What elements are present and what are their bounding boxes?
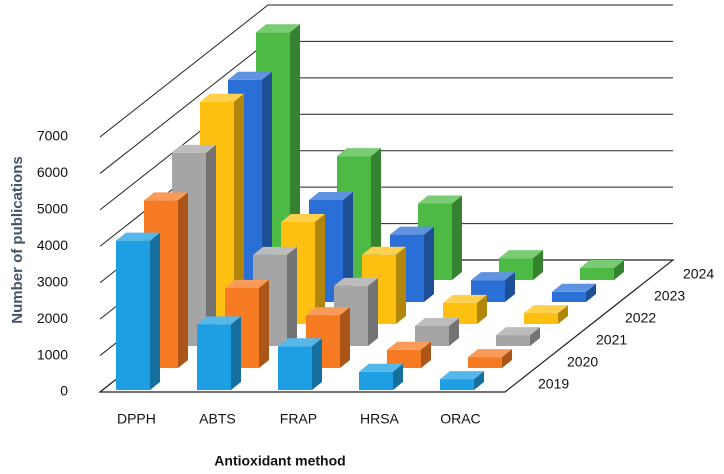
bar-side — [474, 371, 484, 390]
bar-side — [449, 317, 459, 346]
x-tick-label: HRSA — [360, 411, 400, 427]
bar-top — [225, 279, 269, 288]
bar-side — [259, 279, 269, 368]
x-tick-label: ORAC — [440, 411, 480, 427]
bar — [387, 349, 421, 368]
bar — [278, 346, 312, 390]
x-tick-label: FRAP — [280, 411, 317, 427]
depth-label: 2021 — [596, 332, 627, 348]
bar-top — [443, 294, 487, 303]
bar-side — [343, 192, 353, 302]
bar-side — [505, 272, 515, 302]
bar-top — [415, 317, 459, 326]
bar-top — [200, 93, 244, 102]
bar-side — [312, 338, 322, 390]
bar-top — [387, 341, 431, 350]
bar-top — [499, 250, 543, 259]
bar-side — [452, 195, 462, 280]
bar-side — [586, 283, 596, 302]
bar-side — [396, 246, 406, 324]
bar — [197, 324, 231, 390]
bar — [415, 325, 449, 346]
bar-top — [337, 148, 381, 157]
bar-top — [418, 195, 462, 204]
depth-label: 2024 — [683, 266, 714, 282]
bar-top — [253, 246, 297, 255]
y-tick-label: 1000 — [37, 346, 68, 362]
depth-label: 2020 — [567, 354, 598, 370]
grid-line — [99, 4, 673, 138]
bar-top — [334, 277, 378, 286]
bar — [496, 335, 530, 346]
y-tick-label: 7000 — [37, 128, 68, 144]
bar — [116, 240, 150, 390]
bar-side — [424, 226, 434, 302]
bar-side — [393, 363, 403, 390]
bar — [359, 371, 393, 390]
bar — [524, 313, 558, 324]
bar — [580, 267, 614, 280]
bar-top — [580, 259, 624, 268]
bar — [440, 379, 474, 390]
bar — [552, 291, 586, 302]
bar-side — [477, 294, 487, 324]
bar-side — [533, 250, 543, 280]
bar-side — [530, 327, 540, 346]
bar-side — [315, 214, 325, 324]
bar-side — [340, 307, 350, 368]
depth-label: 2022 — [625, 310, 656, 326]
bar-side — [150, 232, 160, 390]
bar-side — [178, 192, 188, 368]
y-tick-label: 3000 — [37, 273, 68, 289]
bar-top — [524, 305, 568, 314]
bar-top — [228, 71, 272, 80]
bar-top — [116, 232, 160, 241]
x-tick-label: DPPH — [117, 411, 156, 427]
bar-side — [614, 259, 624, 280]
bar-top — [144, 192, 188, 201]
bar-top — [197, 316, 241, 325]
bar-top — [496, 327, 540, 336]
bar-top — [281, 214, 325, 222]
depth-label: 2019 — [538, 376, 569, 392]
bar-top — [362, 246, 406, 255]
bar-side — [558, 305, 568, 324]
bar-side — [234, 93, 244, 325]
bar-top — [256, 24, 300, 33]
depth-label: 2023 — [654, 288, 685, 304]
bar-side — [502, 349, 512, 368]
bar-side — [231, 316, 241, 390]
bar-top — [468, 349, 512, 358]
bar-top — [359, 363, 403, 372]
y-tick-label: 2000 — [37, 310, 68, 326]
y-tick-label: 0 — [60, 383, 68, 399]
bar-side — [206, 144, 216, 346]
bar-top — [552, 283, 596, 292]
bar — [468, 357, 502, 368]
bar-top — [278, 338, 322, 347]
bar-top — [440, 371, 484, 380]
bar-top — [306, 307, 350, 316]
x-axis-title: Antioxidant method — [214, 453, 345, 469]
y-tick-label: 5000 — [37, 201, 68, 217]
x-tick-label: ABTS — [199, 411, 236, 427]
bar-top — [309, 192, 353, 200]
bar-side — [287, 246, 297, 346]
bar-side — [262, 71, 272, 303]
y-tick-label: 6000 — [37, 164, 68, 180]
bar-top — [172, 144, 216, 153]
y-axis-title: Number of publications — [9, 156, 26, 324]
bar-side — [421, 341, 431, 368]
y-tick-label: 4000 — [37, 237, 68, 253]
bar-top — [390, 226, 434, 235]
bar-side — [368, 277, 378, 346]
bar-top — [471, 272, 515, 281]
